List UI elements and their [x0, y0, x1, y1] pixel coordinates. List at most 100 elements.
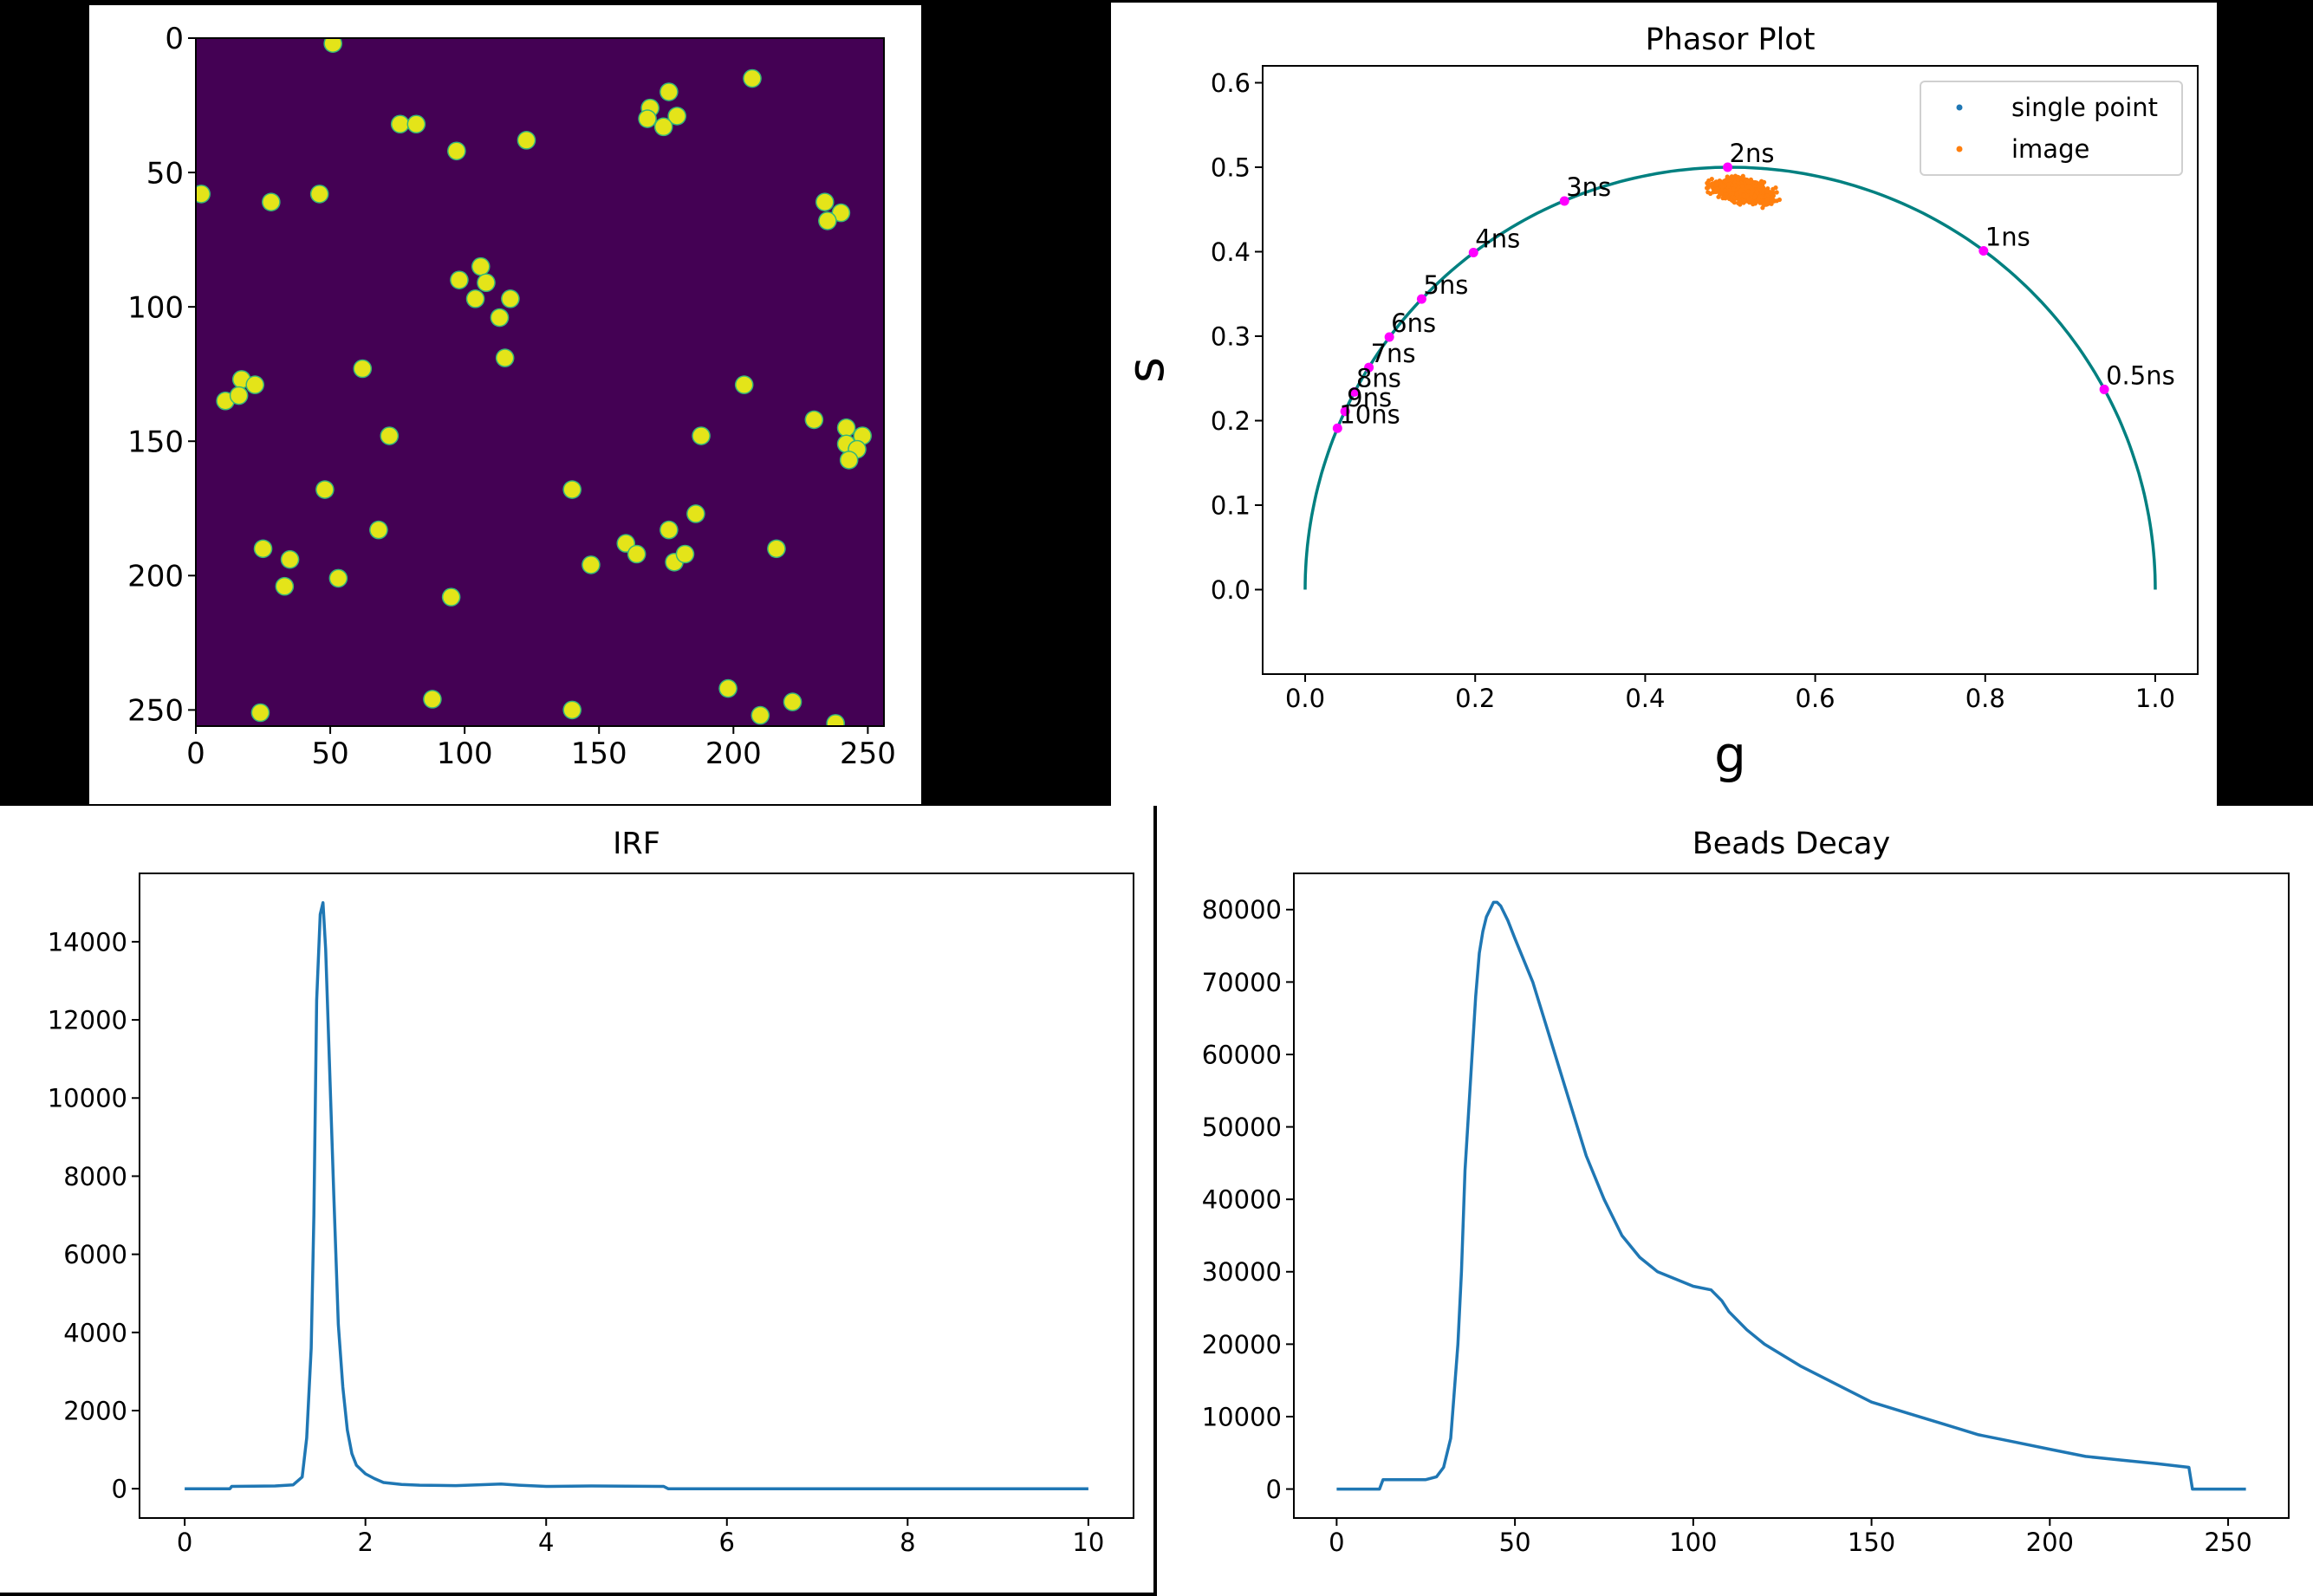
lifetime-marker [1723, 162, 1733, 172]
bead [841, 451, 857, 469]
decay-y-tick-label: 70000 [1202, 968, 1282, 997]
phasor-image-point [1719, 184, 1725, 190]
irf-y-tick-label: 0 [112, 1475, 127, 1504]
bead [276, 578, 293, 595]
irf-line [185, 901, 1088, 1490]
phasor-axes-frame [1262, 65, 2199, 675]
bead [408, 115, 425, 133]
bead [563, 702, 581, 718]
bead [827, 715, 844, 726]
bead [628, 546, 645, 562]
phasor-image-point [1729, 174, 1734, 179]
phasor-image-point [1725, 195, 1730, 200]
lifetime-marker [1340, 406, 1350, 417]
decay-line [1336, 900, 2246, 1491]
bead [330, 570, 347, 587]
lifetime-marker-label: 1ns [1985, 223, 2030, 252]
bead [752, 707, 769, 723]
bead [424, 691, 441, 708]
phasor-image-point [1760, 184, 1765, 190]
phasor-image-point [1722, 188, 1727, 193]
decay-title: Beads Decay [1693, 827, 1890, 861]
bead [687, 505, 705, 522]
phasor-x-tick-label: 0.4 [1625, 684, 1665, 713]
bead [784, 693, 801, 710]
decay-x-tick-label: 250 [2204, 1528, 2251, 1557]
heatmap-y-tick-label: 200 [127, 560, 184, 594]
phasor-image-point [1743, 177, 1748, 182]
bead [255, 540, 271, 557]
phasor-image-point [1765, 189, 1770, 194]
phasor-y-tick-label: 0.6 [1211, 68, 1251, 98]
phasor-x-tick-label: 0.8 [1965, 684, 2005, 713]
heatmap-x-tick-label: 100 [437, 736, 493, 771]
decay-y-tick-label: 30000 [1202, 1257, 1282, 1287]
bead [736, 376, 753, 393]
phasor-image-point [1769, 201, 1774, 206]
heatmap-frame [195, 37, 885, 727]
phasor-image-point [1741, 192, 1746, 198]
bead [768, 540, 785, 557]
phasor-image-point [1752, 179, 1757, 185]
bead [231, 387, 247, 404]
heatmap-x-tick-label: 50 [311, 736, 348, 771]
bead [381, 427, 398, 444]
bead [660, 83, 678, 101]
phasor-y-tick-label: 0.3 [1211, 321, 1251, 351]
phasor-image-point [1718, 181, 1723, 186]
irf-y-tick-label: 4000 [63, 1318, 127, 1347]
phasor-image-point [1770, 198, 1776, 203]
decay-y-tick-label: 10000 [1202, 1402, 1282, 1431]
bead [660, 522, 678, 538]
bead [582, 556, 600, 574]
bead [854, 427, 871, 444]
phasor-image-point [1760, 205, 1765, 211]
bead [719, 680, 737, 697]
lifetime-marker [1349, 386, 1360, 397]
heatmap-y-tick-label: 250 [127, 694, 184, 729]
decay-y-tick-label: 20000 [1202, 1330, 1282, 1359]
bead [617, 535, 634, 552]
bead [692, 427, 710, 444]
irf-axes-frame [139, 873, 1134, 1519]
bead [819, 212, 836, 230]
decay-x-tick-label: 0 [1329, 1528, 1344, 1557]
heatmap-y-tick-label: 150 [127, 425, 184, 459]
bead [370, 522, 387, 538]
heatmap-x-tick-label: 250 [840, 736, 896, 771]
phasor-xlabel: g [1714, 725, 1746, 784]
lifetime-marker-label: 3ns [1566, 172, 1611, 202]
phasor-image-point [1731, 199, 1737, 204]
bead [816, 193, 834, 211]
decay-x-tick-label: 150 [1848, 1528, 1895, 1557]
decay-panel: 0 50 100 150 200 250 0 10000 20000 30000 40000 5000… [1157, 806, 2313, 1596]
bead [668, 107, 685, 125]
phasor-image-point [1725, 178, 1730, 184]
bead [448, 142, 465, 159]
lifetime-marker [2099, 384, 2109, 394]
phasor-image-point [1745, 179, 1751, 185]
bead [196, 185, 210, 203]
irf-x-tick-label: 6 [719, 1528, 735, 1557]
decay-y-tick-label: 0 [1266, 1475, 1282, 1504]
bead [518, 132, 535, 149]
irf-y-tick-label: 12000 [48, 1006, 127, 1035]
phasor-image-point [1709, 177, 1714, 182]
bead [263, 193, 280, 211]
phasor-image-point [1754, 189, 1759, 194]
irf-y-tick-label: 8000 [63, 1162, 127, 1191]
irf-x-tick-label: 10 [1072, 1528, 1104, 1557]
phasor-y-tick-label: 0.0 [1211, 575, 1251, 605]
lifetime-marker [1384, 332, 1394, 342]
lifetime-marker [1468, 247, 1478, 257]
irf-panel: 0 2 4 6 8 10 0 2000 4000 6000 8000 10000 12000 14000 I… [0, 806, 1153, 1593]
phasor-x-tick-label: 0.2 [1455, 684, 1495, 713]
legend-label: single point [2011, 93, 2158, 122]
phasor-image-point [1764, 198, 1770, 203]
phasor-image-point [1708, 183, 1713, 188]
bead [467, 290, 484, 308]
bead [324, 38, 341, 52]
bead [392, 115, 409, 133]
lifetime-marker-label: 0.5ns [2106, 360, 2175, 390]
decay-x-tick-label: 100 [1669, 1528, 1717, 1557]
